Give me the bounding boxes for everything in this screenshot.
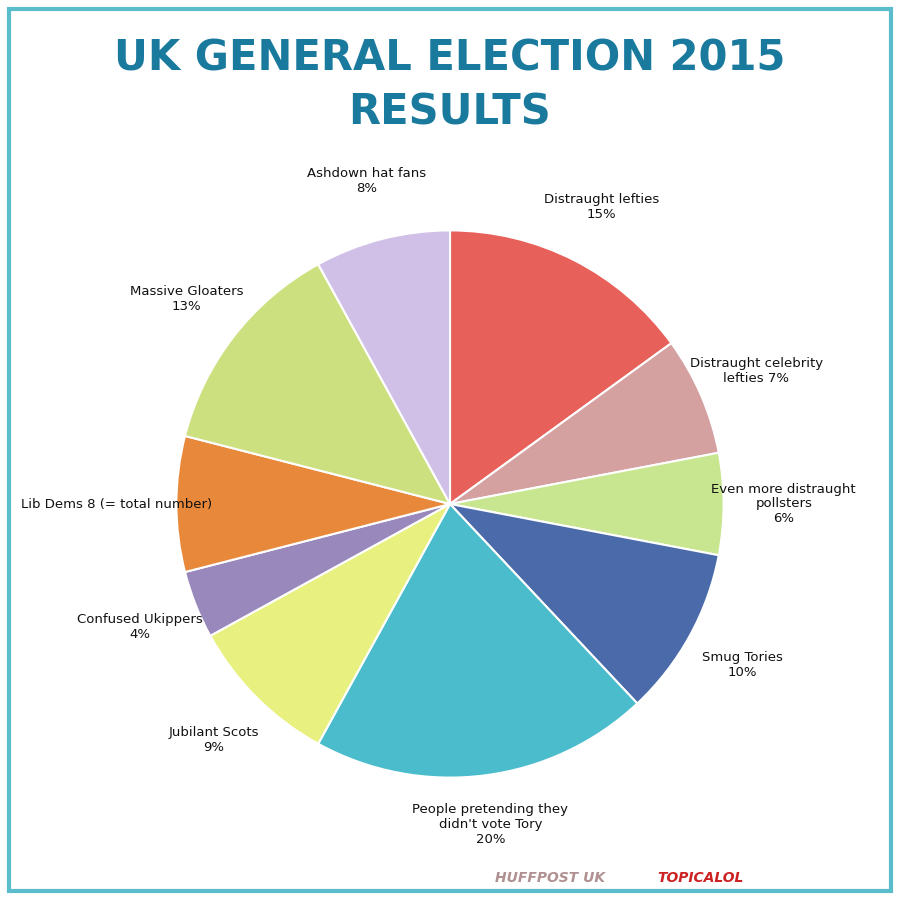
Text: Even more distraught
pollsters
6%: Even more distraught pollsters 6%	[712, 482, 856, 526]
Text: Lib Dems 8 (= total number): Lib Dems 8 (= total number)	[21, 498, 211, 510]
Text: People pretending they
didn't vote Tory
20%: People pretending they didn't vote Tory …	[412, 803, 569, 846]
Wedge shape	[211, 504, 450, 743]
Text: Massive Gloaters
13%: Massive Gloaters 13%	[130, 285, 243, 313]
Text: RESULTS: RESULTS	[348, 92, 552, 133]
Text: Confused Ukippers
4%: Confused Ukippers 4%	[76, 613, 202, 641]
Text: HUFFPOST UK: HUFFPOST UK	[495, 870, 610, 885]
Wedge shape	[450, 343, 719, 504]
Wedge shape	[176, 436, 450, 572]
Wedge shape	[185, 265, 450, 504]
Wedge shape	[450, 453, 724, 555]
Text: Jubilant Scots
9%: Jubilant Scots 9%	[168, 726, 259, 754]
Wedge shape	[185, 504, 450, 635]
Text: Smug Tories
10%: Smug Tories 10%	[702, 651, 783, 679]
Wedge shape	[319, 230, 450, 504]
Text: UK GENERAL ELECTION 2015: UK GENERAL ELECTION 2015	[114, 38, 786, 79]
Text: Distraught lefties
15%: Distraught lefties 15%	[544, 193, 659, 220]
Wedge shape	[450, 230, 671, 504]
Text: Ashdown hat fans
8%: Ashdown hat fans 8%	[308, 166, 427, 194]
Text: TOPICALOL: TOPICALOL	[657, 870, 743, 885]
Text: Distraught celebrity
lefties 7%: Distraught celebrity lefties 7%	[689, 357, 823, 385]
Wedge shape	[450, 504, 719, 704]
Wedge shape	[319, 504, 637, 778]
